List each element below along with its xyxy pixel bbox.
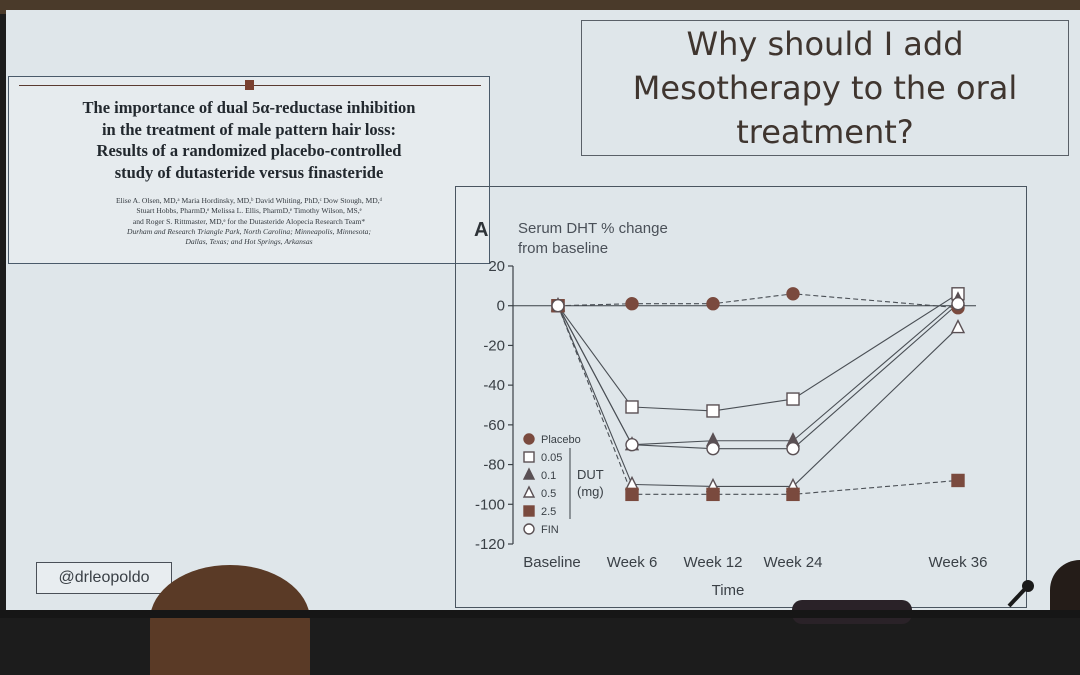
dht-line-chart: A Serum DHT % change from baseline 20 0 -20 -… [474,219,988,599]
legend-marker-placebo [523,433,535,445]
microphone-icon [1007,580,1034,608]
data-point-fin [551,299,565,313]
author-line: Elise A. Olsen, MD,ᵃ Maria Hordinsky, MD… [115,196,383,205]
data-point-fin [786,441,800,456]
y-tick-label: -120 [475,536,505,553]
data-point-2-5 [786,487,800,502]
legend-dut-label: DUT [577,467,604,482]
x-tick-label: Week 6 [607,554,658,571]
presenter-handle: @drleopoldo [36,562,172,594]
x-axis-label: Time [712,582,745,599]
y-tick-label: -20 [483,337,505,354]
question-box: Why should I add Mesotherapy to the oral… [581,20,1069,156]
legend-label-2-5: 2.5 [541,506,556,518]
legend-label-placebo: Placebo [541,434,581,446]
paper-marker [245,80,254,90]
legend-marker-fin [523,523,535,535]
data-point-0-05 [625,400,639,414]
paper-authors: Elise A. Olsen, MD,ᵃ Maria Hordinsky, MD… [49,196,449,247]
data-point-fin [706,441,720,456]
paper-title-line: The importance of dual 5α-reductase inhi… [82,98,416,117]
question-text: Why should I add Mesotherapy to the oral… [582,22,1068,154]
x-tick-label: Week 12 [684,554,743,571]
y-tick-label: -60 [483,417,505,434]
paper-header-box: The importance of dual 5α-reductase inhi… [8,76,490,264]
data-point-2-5 [706,487,720,502]
data-point-fin [625,438,639,452]
legend-label-0-5: 0.5 [541,488,556,500]
y-tick-label: -100 [475,496,505,513]
legend-label-0-1: 0.1 [541,470,556,482]
screen-bottom-border [0,610,1080,618]
data-point-placebo [786,287,800,301]
data-point-placebo [625,297,639,311]
series-line-0-1 [557,299,959,446]
paper-title-line: study of dutasteride versus finasteride [114,162,384,182]
affiliation-line: Dallas, Texas; and Hot Springs, Arkansas [185,237,313,247]
paper-title: The importance of dual 5α-reductase inhi… [29,97,469,183]
dht-chart-panel: A Serum DHT % change from baseline 20 0 -20 -… [455,186,1027,608]
y-tick-label: 0 [497,298,505,315]
data-point-0-5 [950,318,966,334]
paper-title-line: in the treatment of male pattern hair lo… [101,119,397,139]
chart-title-line: from baseline [518,240,608,257]
y-tick-label: -40 [483,377,505,394]
legend-dut-label: (mg) [577,484,604,499]
y-tick-label: -80 [483,457,505,474]
author-line: Stuart Hobbs, PharmD,ᵉ Melissa L. Ellis,… [136,206,362,216]
affiliation-line: Durham and Research Triangle Park, North… [127,226,371,236]
chart-title-line: Serum DHT % change [518,220,668,237]
question-line: treatment? [736,113,914,151]
legend-marker-0-05 [523,451,535,463]
data-point-0-05 [786,392,800,406]
author-line: and Roger S. Rittmaster, MD,ᵉ for the Du… [132,216,366,226]
chart-panel-label: A [474,219,488,241]
series-line-2-5 [557,305,959,495]
data-point-0-5 [624,475,640,491]
data-point-fin [951,297,965,311]
data-point-placebo [706,297,720,311]
question-line: Why should I add [686,25,964,63]
question-line: Mesotherapy to the oral [632,69,1018,107]
audience-head [150,565,310,675]
x-tick-label: Week 24 [764,554,823,571]
data-point-2-5 [951,473,965,488]
paper-title-line: Results of a randomized placebo-controll… [96,141,402,160]
x-tick-label: Baseline [523,554,581,571]
data-point-2-5 [625,487,639,502]
y-tick-label: 20 [488,258,505,275]
x-tick-label: Week 36 [929,554,988,571]
series-line-0-05 [557,293,959,412]
legend-marker-0-1 [522,467,536,480]
legend-label-0-05: 0.05 [541,452,562,464]
legend-marker-0-5 [522,485,536,498]
series-line-fin [557,303,959,450]
legend-marker-2-5 [523,505,535,517]
legend-label-fin: FIN [541,524,559,536]
data-point-0-05 [706,404,720,418]
